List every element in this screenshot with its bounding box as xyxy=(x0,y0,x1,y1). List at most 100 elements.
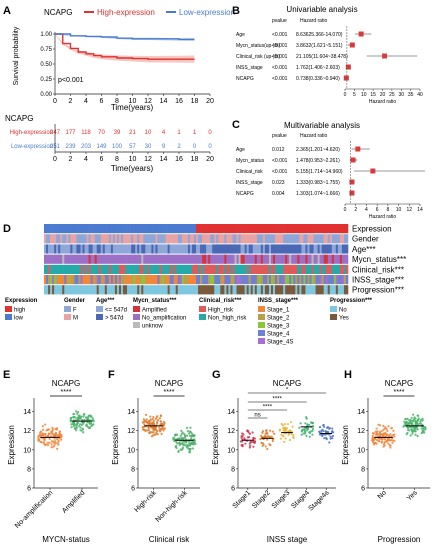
heatmap-cell xyxy=(187,234,191,244)
dot-plot-point xyxy=(184,434,187,437)
heatmap-cell xyxy=(323,275,327,285)
heatmap-cell xyxy=(84,234,87,244)
heatmap-cell xyxy=(185,275,189,285)
heatmap-cell xyxy=(325,244,329,254)
dot-plot-point xyxy=(76,422,79,425)
heatmap-cell xyxy=(289,224,292,234)
heatmap-cell xyxy=(151,254,154,264)
heatmap-cell xyxy=(341,224,345,234)
heatmap-cell xyxy=(169,234,172,244)
heatmap-cell xyxy=(165,234,168,244)
km-x-tick-label: 20 xyxy=(206,98,214,105)
dot-plot-title: NCAPG xyxy=(273,379,301,388)
heatmap-cell xyxy=(92,244,95,254)
dot-plot-point xyxy=(420,418,423,422)
heatmap-cell xyxy=(335,285,339,295)
heatmap-cell xyxy=(106,275,110,285)
dot-plot-point xyxy=(60,434,63,437)
heatmap-cell xyxy=(155,264,158,274)
heatmap-cell xyxy=(236,264,239,274)
heatmap-cell xyxy=(206,285,209,295)
heatmap-cell xyxy=(175,275,179,285)
heatmap-cell xyxy=(270,224,274,234)
heatmap-cell xyxy=(216,285,219,295)
dot-plot-point xyxy=(290,432,293,435)
heatmap-cell xyxy=(112,224,116,234)
panel-g-dot-plot: NCAPGExpression68101214Stage1Stage2Stage… xyxy=(211,379,336,544)
dot-plot-point xyxy=(379,434,382,438)
km-y-tick-label: 0.00 xyxy=(40,92,52,98)
dot-plot-point xyxy=(189,444,192,447)
dot-plot-point xyxy=(261,431,264,434)
heatmap-cell xyxy=(268,244,272,254)
heatmap-cell xyxy=(337,285,341,295)
heatmap-cell xyxy=(104,254,108,264)
dot-plot-point xyxy=(285,428,288,431)
heatmap-cell xyxy=(216,264,219,274)
heatmap-cell xyxy=(90,224,93,234)
heatmap-cell xyxy=(78,275,81,285)
heatmap-cell xyxy=(297,264,300,274)
heatmap-cell xyxy=(226,264,229,274)
heatmap-cell xyxy=(345,234,349,244)
risk-cell-low: 239 xyxy=(65,144,76,150)
heatmap-cell xyxy=(135,285,138,295)
heatmap-cell xyxy=(289,275,292,285)
heatmap-cell xyxy=(208,254,211,264)
heatmap-cell xyxy=(200,264,203,274)
dot-plot-point xyxy=(53,437,56,440)
dot-plot-point xyxy=(145,418,148,421)
heatmap-cell xyxy=(108,275,112,285)
sig-label: **** xyxy=(61,389,72,396)
dot-plot-point xyxy=(378,440,381,443)
legend-item-label: Yes xyxy=(339,316,349,322)
dot-plot-point xyxy=(73,427,77,430)
heatmap-cell xyxy=(121,264,124,274)
heatmap-cell xyxy=(315,285,318,295)
heatmap-cell xyxy=(202,275,205,285)
dot-plot-point xyxy=(421,429,424,433)
heatmap-cell xyxy=(327,244,331,254)
risk-cell-low: 100 xyxy=(112,144,123,150)
heatmap-cell xyxy=(187,275,191,285)
heatmap-cell xyxy=(82,275,85,285)
dot-plot-point xyxy=(371,434,374,438)
heatmap-cell xyxy=(242,275,245,285)
heatmap-cell xyxy=(275,275,278,285)
dot-plot-point xyxy=(53,440,57,443)
heatmap-cell xyxy=(110,254,114,264)
heatmap-cell xyxy=(226,254,229,264)
heatmap-cell xyxy=(112,244,116,254)
heatmap-cell xyxy=(86,224,89,234)
heatmap-cell xyxy=(212,224,215,234)
annotation-heatmap xyxy=(44,224,349,295)
legend-item-label: Non_high_risk xyxy=(208,316,247,322)
heatmap-cell xyxy=(301,264,304,274)
heatmap-cell xyxy=(309,234,312,244)
heatmap-cell xyxy=(331,224,335,234)
heatmap-cell xyxy=(297,254,300,264)
dot-plot-point xyxy=(372,437,375,440)
dot-plot-point xyxy=(46,444,50,447)
heatmap-cell xyxy=(129,264,132,274)
heatmap-cell xyxy=(236,285,239,295)
heatmap-cell xyxy=(222,264,225,274)
heatmap-cell xyxy=(165,285,168,295)
heatmap-cell xyxy=(341,254,345,264)
heatmap-cell xyxy=(121,275,124,285)
dot-plot-point xyxy=(60,438,63,441)
heatmap-cell xyxy=(343,275,347,285)
dot-plot-category-label: Non-high-risk xyxy=(155,489,190,524)
heatmap-cell xyxy=(145,275,148,285)
heatmap-cell xyxy=(48,285,51,295)
legend-swatch xyxy=(258,306,265,312)
heatmap-cell xyxy=(337,254,341,264)
heatmap-cell xyxy=(202,244,205,254)
heatmap-cell xyxy=(262,275,266,285)
legend-item-label: <= 547d xyxy=(105,308,127,314)
heatmap-cell xyxy=(343,254,347,264)
heatmap-cell xyxy=(224,254,227,264)
heatmap-cell xyxy=(287,234,290,244)
heatmap-cell xyxy=(250,264,254,274)
